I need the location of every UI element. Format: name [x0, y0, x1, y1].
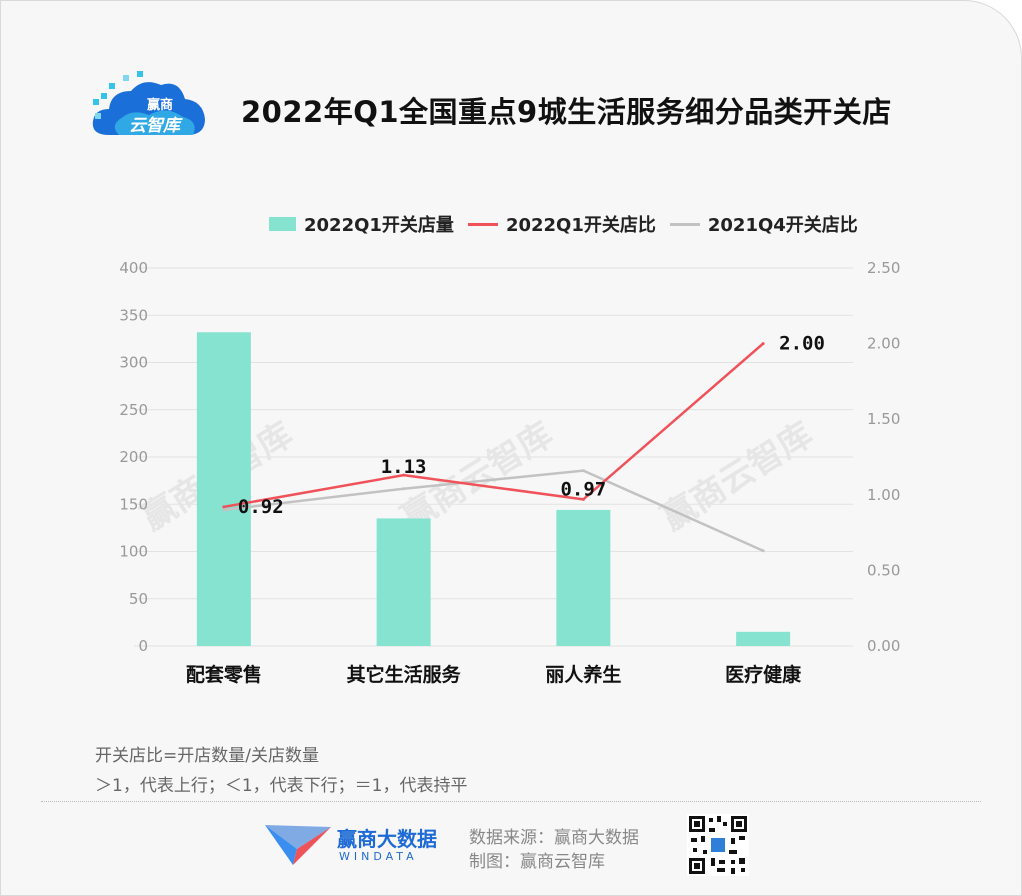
watermark-text: 赢商云智库 — [655, 415, 820, 539]
chart-title: 2022年Q1全国重点9城生活服务细分品类开关店 — [241, 95, 892, 129]
legend-bar-swatch — [269, 217, 296, 231]
windata-brand-sub: WINDATA — [339, 850, 418, 863]
y-right-tick-label: 2.50 — [867, 259, 900, 277]
logo-text-top: 赢商 — [147, 98, 174, 113]
y-left-tick-label: 0 — [138, 637, 148, 655]
y-right-tick-label: 0.50 — [867, 561, 900, 579]
bar — [196, 332, 251, 646]
data-label: 2.00 — [779, 333, 825, 355]
ratio-definition-note: 开关店比=开店数量/关店数量 — [95, 746, 319, 766]
y-left-tick-label: 400 — [119, 259, 148, 277]
y-left-tick-label: 50 — [129, 590, 148, 608]
x-category-label: 配套零售 — [186, 663, 262, 686]
line-point — [581, 497, 585, 501]
legend-label-q4-ratio: 2021Q4开关店比 — [707, 215, 858, 236]
logo-text-bottom: 云智库 — [129, 116, 180, 136]
y-left-tick-label: 300 — [119, 354, 148, 372]
x-category-label: 医疗健康 — [725, 663, 802, 686]
ratio-meaning-note: ＞1，代表上行；＜1，代表下行；＝1，代表持平 — [95, 776, 468, 796]
data-label: 0.92 — [238, 496, 284, 518]
line-point — [761, 549, 765, 553]
legend-gray-line-swatch — [669, 222, 700, 226]
line-point — [581, 469, 585, 473]
y-right-tick-label: 1.00 — [867, 486, 900, 504]
qr-code-icon — [687, 814, 749, 876]
x-category-label: 其它生活服务 — [347, 663, 462, 686]
windata-brand-name: 赢商大数据 — [337, 827, 437, 851]
chart-maker: 制图：赢商云智库 — [469, 852, 605, 872]
series-line — [223, 342, 764, 509]
legend-item-bar: 2022Q1开关店量 — [269, 211, 454, 237]
line-point — [402, 487, 406, 491]
y-left-tick-label: 100 — [119, 543, 148, 561]
y-right-tick-label: 0.00 — [867, 637, 900, 655]
combo-chart: 赢商云智库赢商云智库赢商云智库0501001502002503003504000… — [119, 259, 900, 686]
windata-logo-icon — [265, 825, 331, 865]
x-category-label: 丽人养生 — [545, 663, 621, 686]
y-left-tick-label: 250 — [119, 401, 148, 419]
line-point — [402, 473, 406, 477]
line-point — [761, 342, 765, 346]
chart-legend: 2022Q1开关店量 2022Q1开关店比 2021Q4开关店比 — [269, 211, 872, 237]
legend-label-q1-ratio: 2022Q1开关店比 — [505, 215, 656, 236]
bar — [736, 631, 791, 646]
line-point — [222, 508, 226, 512]
data-label: 1.13 — [381, 456, 427, 478]
y-left-tick-label: 150 — [119, 495, 148, 513]
y-left-tick-label: 200 — [119, 448, 148, 466]
bar — [556, 509, 611, 646]
legend-red-line-swatch — [467, 222, 498, 226]
cloud-logo-icon — [92, 71, 205, 135]
bar — [376, 518, 431, 646]
y-right-tick-label: 2.00 — [867, 335, 900, 353]
footer-divider — [41, 801, 981, 802]
legend-label-bar: 2022Q1开关店量 — [304, 215, 454, 236]
data-label: 0.97 — [560, 478, 606, 500]
legend-item-q1-ratio: 2022Q1开关店比 — [467, 211, 656, 237]
legend-item-q4-ratio: 2021Q4开关店比 — [669, 211, 858, 237]
line-point — [222, 505, 226, 509]
series-line — [223, 469, 764, 552]
y-right-tick-label: 1.50 — [867, 410, 900, 428]
y-left-tick-label: 350 — [119, 306, 148, 324]
data-source: 数据来源：赢商大数据 — [469, 828, 639, 848]
